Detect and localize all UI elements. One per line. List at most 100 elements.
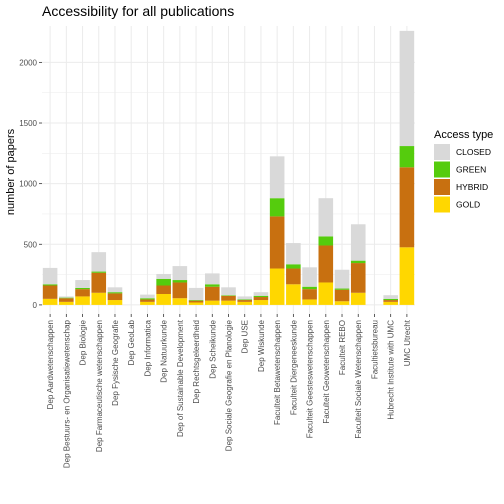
x-tick-label: Faculteit Sociale Wetenschappen	[354, 320, 363, 439]
y-axis: 0 500 1000 1500 2000	[19, 58, 42, 310]
bar-green-1	[59, 297, 74, 299]
bar-closed-21	[383, 295, 398, 299]
bar-closed-15	[286, 243, 301, 265]
bar-gold-8	[172, 298, 188, 305]
bar-closed-0	[42, 267, 58, 285]
bar-green-18	[334, 288, 350, 290]
bar-gold-13	[253, 300, 269, 305]
bar-closed-17	[318, 198, 334, 237]
bar-green-0	[42, 284, 58, 286]
bar-green-3	[91, 271, 107, 273]
bars	[42, 30, 415, 305]
bar-hybrid-3	[91, 272, 107, 293]
bar-green-14	[269, 198, 285, 217]
bar-gold-21	[383, 301, 398, 305]
grid	[42, 26, 415, 314]
bar-gold-17	[318, 282, 334, 305]
bar-green-11	[221, 295, 236, 296]
bar-green-15	[286, 264, 301, 269]
bar-closed-9	[188, 287, 204, 301]
bar-closed-16	[302, 267, 317, 287]
bar-hybrid-9	[188, 300, 204, 303]
bar-green-21	[383, 298, 398, 301]
legend-key-green	[434, 161, 450, 178]
bar-closed-22	[399, 30, 415, 147]
x-tick-label: UMC Utrecht	[403, 319, 412, 366]
x-tick-label: Dep of Sustainable Development	[176, 319, 185, 437]
x-tick-label: Faculteit Diergeneeskunde	[289, 319, 298, 415]
bar-closed-14	[269, 156, 285, 199]
x-tick-label: Dep Rechtsgeleerdheid	[192, 320, 201, 404]
bar-hybrid-19	[350, 263, 366, 293]
x-tick-label: Faculteit Geowetenschappen	[322, 320, 331, 424]
bar-closed-19	[350, 224, 366, 261]
bar-gold-15	[286, 284, 301, 305]
legend-label-gold: GOLD	[456, 200, 480, 210]
bar-closed-8	[172, 266, 188, 281]
x-tick-label: Dep Informatica	[143, 319, 152, 376]
legend: CLOSED GREEN HYBRID GOLD	[434, 144, 491, 213]
y-tick-label: 1000	[19, 180, 37, 189]
bar-gold-7	[156, 293, 171, 305]
x-tick-label: Faculteit Geesteswetenschappen	[306, 320, 315, 438]
bar-gold-2	[75, 296, 90, 305]
bar-closed-18	[334, 269, 350, 289]
bar-gold-22	[399, 247, 415, 305]
bar-gold-4	[107, 300, 123, 305]
bar-gold-9	[188, 302, 204, 305]
bar-closed-4	[107, 287, 123, 293]
x-tick-label: Dep Natuurkunde	[160, 319, 169, 382]
bar-hybrid-11	[221, 295, 236, 301]
bar-hybrid-22	[399, 167, 415, 248]
bar-hybrid-2	[75, 289, 90, 297]
x-tick-label: Faculteit Betawetenschappen	[273, 320, 282, 425]
bar-hybrid-21	[383, 300, 398, 302]
bar-closed-2	[75, 280, 90, 288]
bar-hybrid-8	[172, 282, 188, 299]
x-tick-label: Facultietsbureau	[370, 320, 379, 379]
bar-green-13	[253, 295, 269, 298]
bar-green-8	[172, 280, 188, 283]
bar-closed-13	[253, 292, 269, 296]
x-tick-label: Dep Farmaceutische wetenschappen	[95, 320, 104, 452]
bar-green-16	[302, 286, 317, 290]
bar-gold-14	[269, 268, 285, 305]
x-tick-label: Dep Bestuurs- en Organisatiewetenschap	[62, 319, 71, 468]
bar-closed-11	[221, 287, 236, 296]
x-tick-label: Dep Scheikunde	[208, 319, 217, 378]
bar-hybrid-15	[286, 268, 301, 285]
bar-hybrid-18	[334, 289, 350, 302]
legend-label-closed: CLOSED	[456, 147, 491, 157]
bar-hybrid-7	[156, 285, 171, 294]
x-tick-label: Dep Wiskunde	[257, 319, 266, 372]
x-tick-label: Dep Fysische Geografie	[111, 319, 120, 405]
y-tick-label: 1500	[19, 119, 37, 128]
bar-hybrid-4	[107, 293, 123, 301]
bar-green-17	[318, 236, 334, 246]
bar-green-7	[156, 278, 171, 286]
bar-gold-1	[59, 301, 74, 305]
bar-hybrid-0	[42, 285, 58, 299]
bar-gold-3	[91, 292, 107, 305]
bar-green-9	[188, 300, 204, 301]
legend-label-hybrid: HYBRID	[456, 182, 488, 192]
bar-gold-18	[334, 301, 350, 305]
bar-hybrid-1	[59, 298, 74, 302]
y-axis-title: number of papers	[5, 128, 17, 215]
bar-hybrid-13	[253, 297, 269, 301]
bar-green-19	[350, 260, 366, 264]
x-tick-label: Dep Biologie	[79, 319, 88, 365]
bar-gold-19	[350, 292, 366, 305]
bar-gold-16	[302, 299, 317, 305]
x-tick-label: Dep Sociale Geografie en Planologie	[225, 319, 234, 451]
bar-gold-11	[221, 300, 236, 305]
chart-title: Accessibility for all publications	[42, 3, 234, 19]
bar-green-4	[107, 292, 123, 294]
bar-gold-10	[204, 300, 220, 305]
bar-hybrid-12	[237, 300, 253, 302]
y-tick-label: 500	[24, 240, 38, 249]
bar-gold-0	[42, 298, 58, 305]
bar-closed-1	[59, 296, 74, 298]
bar-closed-7	[156, 273, 171, 279]
